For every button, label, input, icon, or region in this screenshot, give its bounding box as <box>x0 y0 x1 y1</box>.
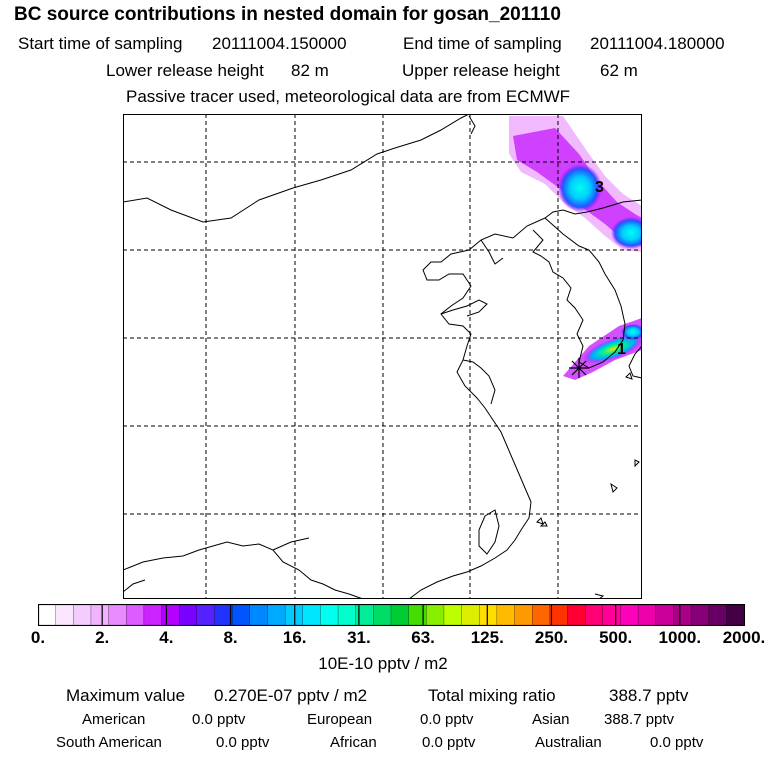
colorbar-tick-label: 31. <box>347 628 371 647</box>
colorbar-tick-label: 16. <box>282 628 307 647</box>
upper-height-value: 62 m <box>600 61 638 80</box>
colorbar-cell <box>320 604 339 626</box>
colorbar-tick-label: 8. <box>223 628 238 647</box>
colorbar-tick-label: 4. <box>159 628 174 647</box>
colorbar-cell <box>302 604 322 626</box>
colorbar-cell <box>673 604 692 626</box>
colorbar-cell <box>726 604 745 626</box>
chart-title: BC source contributions in nested domain… <box>14 4 561 25</box>
australian-value: 0.0 pptv <box>650 734 704 751</box>
colorbar-cell <box>532 604 551 626</box>
start-time-value: 20111004.150000 <box>212 34 347 53</box>
plume-south <box>563 318 642 380</box>
receptor-marker-icon <box>569 358 589 378</box>
coastlines <box>123 114 642 599</box>
african-label: African <box>330 734 377 751</box>
colorbar-cell <box>196 604 216 626</box>
colorbar-tick-label: 2. <box>95 628 110 647</box>
african-value: 0.0 pptv <box>422 734 476 751</box>
colorbar-tick-label: 2000. <box>722 628 766 647</box>
colorbar-cell <box>426 604 445 626</box>
plume-label-1: 1 <box>617 341 626 358</box>
colorbar-cell <box>567 604 586 626</box>
colorbar-cell <box>373 604 392 626</box>
colorbar-cell <box>55 604 74 626</box>
asian-label: Asian <box>532 711 570 728</box>
colorbar-cell <box>479 604 498 626</box>
colorbar-cell <box>461 604 480 626</box>
colorbar-cell <box>38 604 57 626</box>
map-frame <box>123 114 642 599</box>
colorbar-cell <box>443 604 463 626</box>
colorbar-cell <box>620 604 639 626</box>
colorbar-tick-label: 1000. <box>658 628 702 647</box>
colorbar-cell <box>231 604 251 626</box>
colorbar-cell <box>637 604 657 626</box>
colorbar-tick-label: 0. <box>30 628 46 647</box>
colorbar-cell <box>337 604 357 626</box>
colorbar-cell <box>690 604 710 626</box>
colorbar-tick-label: 500. <box>599 628 633 647</box>
grid-lines <box>123 114 642 599</box>
tracer-note: Passive tracer used, meteorological data… <box>126 87 571 106</box>
colorbar-units: 10E-10 pptv / m2 <box>318 654 448 673</box>
colorbar-cell <box>390 604 410 626</box>
total-value: 388.7 pptv <box>609 686 689 705</box>
colorbar-cell <box>708 604 728 626</box>
colorbar-cell <box>602 604 622 626</box>
colorbar-cell <box>126 604 145 626</box>
south-american-value: 0.0 pptv <box>216 734 270 751</box>
lower-height-label: Lower release height <box>106 61 264 80</box>
european-value: 0.0 pptv <box>420 711 474 728</box>
lower-height-value: 82 m <box>291 61 329 80</box>
colorbar-tick-label: 63. <box>411 628 435 647</box>
colorbar-cell <box>90 604 110 626</box>
american-value: 0.0 pptv <box>192 711 246 728</box>
colorbar-cell <box>496 604 516 626</box>
max-label: Maximum value <box>66 686 186 705</box>
american-label: American <box>82 711 146 728</box>
colorbar-tick-label: 250. <box>534 628 568 647</box>
south-american-label: South American <box>56 734 162 751</box>
colorbar-cell <box>143 604 163 626</box>
colorbar-cell <box>249 604 269 626</box>
plume-north <box>509 116 642 252</box>
end-time-label: End time of sampling <box>403 34 562 53</box>
colorbar-cell <box>73 604 92 626</box>
start-time-label: Start time of sampling <box>18 34 183 53</box>
colorbar-cell <box>655 604 675 626</box>
plume-label-3: 3 <box>595 179 604 196</box>
upper-height-label: Upper release height <box>402 61 560 80</box>
colorbar-cell <box>408 604 427 626</box>
colorbar-cell <box>514 604 533 626</box>
asian-value: 388.7 pptv <box>604 711 675 728</box>
colorbar-cell <box>179 604 198 626</box>
colorbar-cell <box>267 604 286 626</box>
european-label: European <box>307 711 373 728</box>
end-time-value: 20111004.180000 <box>590 34 725 53</box>
colorbar-cell <box>585 604 604 626</box>
australian-label: Australian <box>535 734 602 751</box>
colorbar-cell <box>161 604 180 626</box>
colorbar-cell <box>108 604 127 626</box>
colorbar-tick-label: 125. <box>470 628 504 647</box>
total-label: Total mixing ratio <box>428 686 556 705</box>
map-panel: 3 1 <box>123 114 642 599</box>
colorbar-cell <box>214 604 233 626</box>
colorbar-cell <box>549 604 569 626</box>
colorbar <box>38 604 745 626</box>
max-value: 0.270E-07 pptv / m2 <box>214 686 368 705</box>
